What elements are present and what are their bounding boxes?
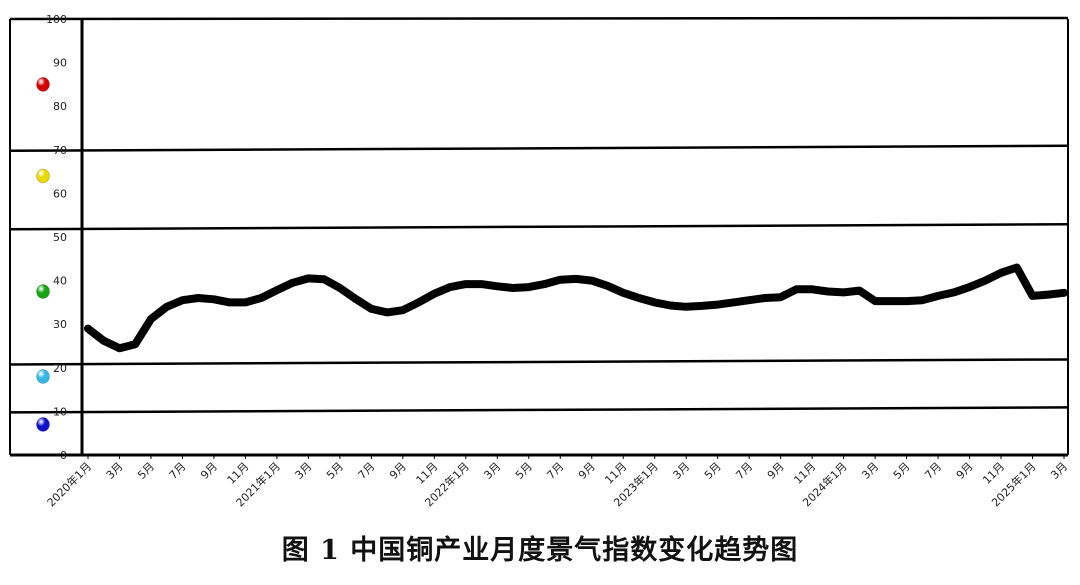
y-tick-label: 70 bbox=[53, 144, 67, 157]
x-tick-label: 9月 bbox=[954, 460, 976, 482]
axes bbox=[9, 19, 1069, 457]
x-tick-label: 7月 bbox=[922, 460, 944, 482]
zone-lines bbox=[9, 16, 1069, 414]
yellow-light-icon bbox=[36, 168, 50, 184]
x-tick-label: 9月 bbox=[765, 460, 787, 482]
x-tick-label: 5月 bbox=[513, 460, 535, 482]
x-tick-label: 7月 bbox=[356, 460, 378, 482]
x-tick-label: 5月 bbox=[702, 460, 724, 482]
figure-caption: 图 1 中国铜产业月度景气指数变化趋势图 bbox=[281, 535, 799, 566]
x-tick-label: 11月 bbox=[602, 460, 629, 487]
x-tick-label: 11月 bbox=[791, 460, 818, 487]
x-tick-label: 11月 bbox=[414, 460, 441, 487]
x-tick-label: 7月 bbox=[544, 460, 566, 482]
lightblue-light-icon bbox=[36, 369, 50, 384]
y-tick-label: 90 bbox=[53, 57, 67, 70]
y-tick-label: 80 bbox=[53, 100, 67, 113]
x-tick-label: 9月 bbox=[576, 460, 598, 482]
copper-index-chart: 0102030405060708090100 2020年1月3月5月7月9月11… bbox=[9, 13, 1070, 509]
x-tick-label: 11月 bbox=[980, 460, 1007, 487]
x-tick-label: 5月 bbox=[324, 460, 346, 482]
x-tick-label: 5月 bbox=[891, 460, 913, 482]
x-tick-label: 3月 bbox=[481, 460, 503, 482]
x-tick-label: 2020年1月 bbox=[44, 459, 94, 509]
x-tick-label: 5月 bbox=[135, 460, 157, 482]
x-tick-label: 3月 bbox=[859, 460, 881, 482]
y-tick-label: 60 bbox=[53, 187, 67, 200]
x-tick-label: 7月 bbox=[733, 460, 755, 482]
series-layer bbox=[84, 263, 1068, 353]
y-tick-label: 50 bbox=[53, 231, 67, 244]
x-tick-label: 9月 bbox=[387, 460, 409, 482]
green-light-icon bbox=[36, 284, 50, 299]
zone-boundary-line bbox=[9, 358, 1069, 366]
blue-light-icon bbox=[36, 417, 50, 432]
x-tick-label: 7月 bbox=[167, 460, 189, 482]
x-tick-label: 3月 bbox=[1048, 460, 1070, 482]
y-tick-label: 10 bbox=[53, 405, 67, 418]
x-tick-label: 9月 bbox=[198, 460, 220, 482]
y-axis-ticks: 0102030405060708090100 bbox=[46, 13, 67, 462]
top-border-line bbox=[9, 16, 1069, 21]
zone-boundary-line bbox=[9, 144, 1069, 153]
y-tick-label: 100 bbox=[46, 13, 67, 26]
zone-boundary-line bbox=[9, 223, 1069, 231]
signal-lights bbox=[36, 77, 50, 432]
copper-index-line bbox=[84, 263, 1068, 353]
y-tick-label: 30 bbox=[53, 318, 67, 331]
x-tick-label: 3月 bbox=[670, 460, 692, 482]
x-tick-label: 11月 bbox=[225, 460, 252, 487]
zone-boundary-line bbox=[9, 406, 1069, 414]
x-tick-label: 3月 bbox=[104, 460, 126, 482]
red-light-icon bbox=[36, 77, 50, 92]
y-tick-label: 20 bbox=[53, 362, 67, 375]
y-tick-label: 40 bbox=[53, 275, 67, 288]
x-tick-label: 3月 bbox=[293, 460, 315, 482]
